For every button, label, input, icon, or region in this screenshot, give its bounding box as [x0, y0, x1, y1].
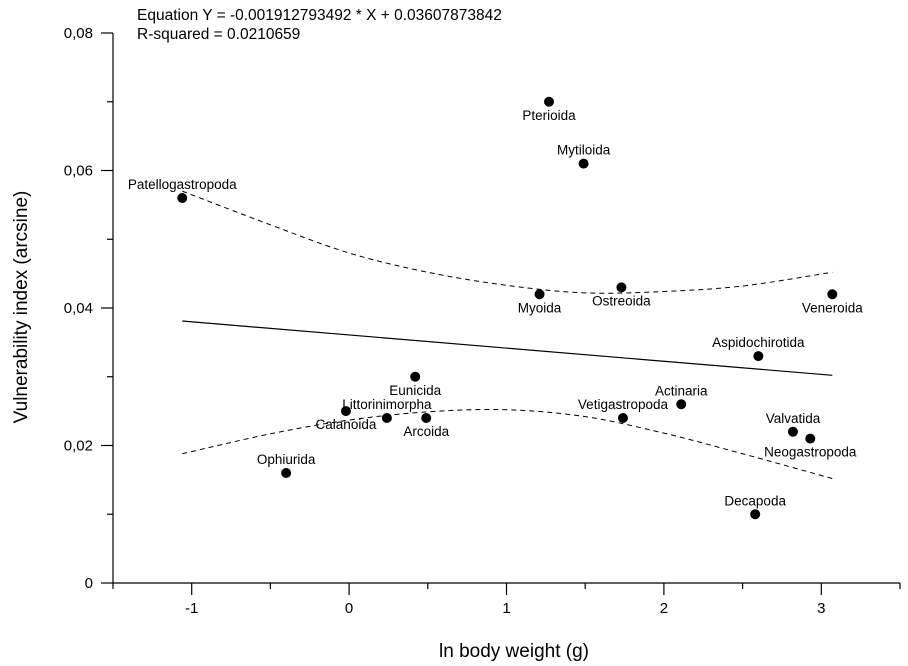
- confidence-band-upper: [182, 190, 833, 294]
- x-tick-label: 1: [502, 600, 510, 617]
- data-points: Patellogastropoda Ophiurida Calanoida Litto…: [128, 96, 863, 520]
- data-point: [340, 406, 351, 417]
- data-point: [381, 413, 392, 423]
- x-tick-label: -1: [185, 600, 198, 617]
- x-axis-label: ln body weight (g): [439, 641, 589, 662]
- data-point: [421, 413, 432, 423]
- data-point: [750, 509, 761, 520]
- point-label: Vetigastropoda: [578, 397, 669, 412]
- data-point: [616, 282, 627, 293]
- x-tick-label: 2: [660, 600, 668, 617]
- point-label: Neogastropoda: [764, 445, 857, 460]
- regression-equation: Equation Y = -0.001912793492 * X + 0.036…: [137, 7, 502, 24]
- data-point: [805, 433, 816, 444]
- point-label: Myoida: [518, 300, 562, 315]
- data-point: [578, 158, 589, 169]
- data-point: [410, 371, 421, 382]
- x-axis-ticks: -1 0 1 2 3: [112, 583, 901, 617]
- data-point: [827, 289, 838, 300]
- y-axis-ticks: 0 0,02 0,04 0,06 0,08: [64, 25, 113, 592]
- point-label: Pterioida: [522, 108, 576, 123]
- y-tick-label: 0,08: [64, 25, 93, 42]
- point-label: Decapoda: [724, 493, 786, 508]
- point-label: Veneroida: [802, 300, 863, 315]
- data-point: [177, 193, 188, 203]
- r-squared: R-squared = 0.0210659: [137, 26, 301, 43]
- regression-line: [182, 320, 833, 376]
- data-point: [281, 468, 292, 478]
- data-point: [753, 351, 764, 362]
- x-tick-label: 0: [345, 600, 353, 617]
- data-point: [787, 426, 798, 437]
- confidence-band-lower: [182, 408, 833, 479]
- point-label: Arcoida: [403, 424, 449, 439]
- x-tick-label: 3: [817, 600, 825, 617]
- point-label: Patellogastropoda: [128, 177, 237, 192]
- point-label: Valvatida: [766, 411, 821, 426]
- point-label: Ophiurida: [257, 452, 316, 467]
- point-label: Calanoida: [316, 417, 377, 432]
- y-axis-label: Vulnerability index (arcsine): [11, 191, 32, 424]
- data-point: [543, 96, 554, 107]
- y-tick-label: 0,06: [64, 163, 93, 180]
- y-tick-label: 0: [85, 575, 93, 592]
- point-label: Littorinimorpha: [342, 397, 432, 412]
- data-point: [534, 289, 545, 300]
- point-label: Aspidochirotida: [712, 335, 805, 350]
- point-label: Ostreoida: [592, 293, 651, 308]
- data-point: [676, 399, 687, 410]
- y-tick-label: 0,04: [64, 300, 93, 317]
- point-label: Actinaria: [655, 383, 708, 398]
- y-tick-label: 0,02: [64, 438, 93, 455]
- point-label: Eunicida: [389, 383, 441, 398]
- confidence-band: [182, 190, 833, 479]
- point-label: Mytiloida: [557, 143, 611, 158]
- data-point: [617, 413, 628, 423]
